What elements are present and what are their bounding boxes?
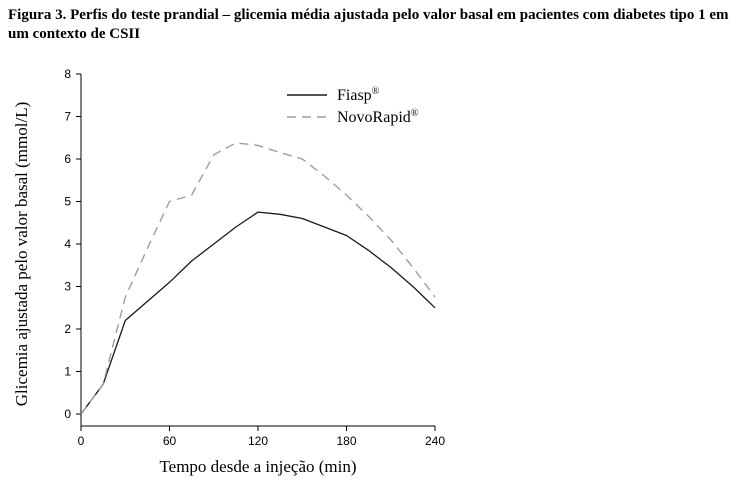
x-tick-label: 60 bbox=[163, 434, 177, 448]
x-tick-label: 240 bbox=[425, 434, 445, 448]
legend-label-novorapid: NovoRapid® bbox=[337, 108, 419, 126]
chart-axes bbox=[76, 73, 436, 431]
y-tick-label: 7 bbox=[64, 110, 71, 124]
y-tick-label: 3 bbox=[64, 280, 71, 294]
y-tick-label: 5 bbox=[64, 195, 71, 209]
x-axis-label: Tempo desde a injeção (min) bbox=[159, 457, 356, 476]
tick-labels: 0 1 2 3 4 5 6 7 8 0 60 120 180 240 bbox=[64, 67, 445, 448]
x-tick-label: 180 bbox=[336, 434, 356, 448]
y-tick-label: 8 bbox=[64, 67, 71, 81]
y-tick-label: 1 bbox=[64, 365, 71, 379]
figure-title: Figura 3. Perfis do teste prandial – gli… bbox=[8, 7, 729, 42]
y-tick-label: 4 bbox=[64, 237, 71, 251]
x-tick-label: 0 bbox=[78, 434, 85, 448]
y-tick-label: 2 bbox=[64, 322, 71, 336]
series-lines bbox=[80, 142, 436, 415]
y-axis-label: Glicemia ajustada pelo valor basal (mmol… bbox=[12, 102, 31, 406]
x-tick-label: 120 bbox=[248, 434, 268, 448]
series-line-novorapid bbox=[80, 142, 436, 415]
y-tick-label: 6 bbox=[64, 152, 71, 166]
series-line-fiasp bbox=[80, 211, 436, 415]
legend-label-fiasp: Fiasp® bbox=[337, 86, 380, 104]
y-tick-label: 0 bbox=[64, 407, 71, 421]
legend: Fiasp® NovoRapid® bbox=[287, 86, 419, 126]
